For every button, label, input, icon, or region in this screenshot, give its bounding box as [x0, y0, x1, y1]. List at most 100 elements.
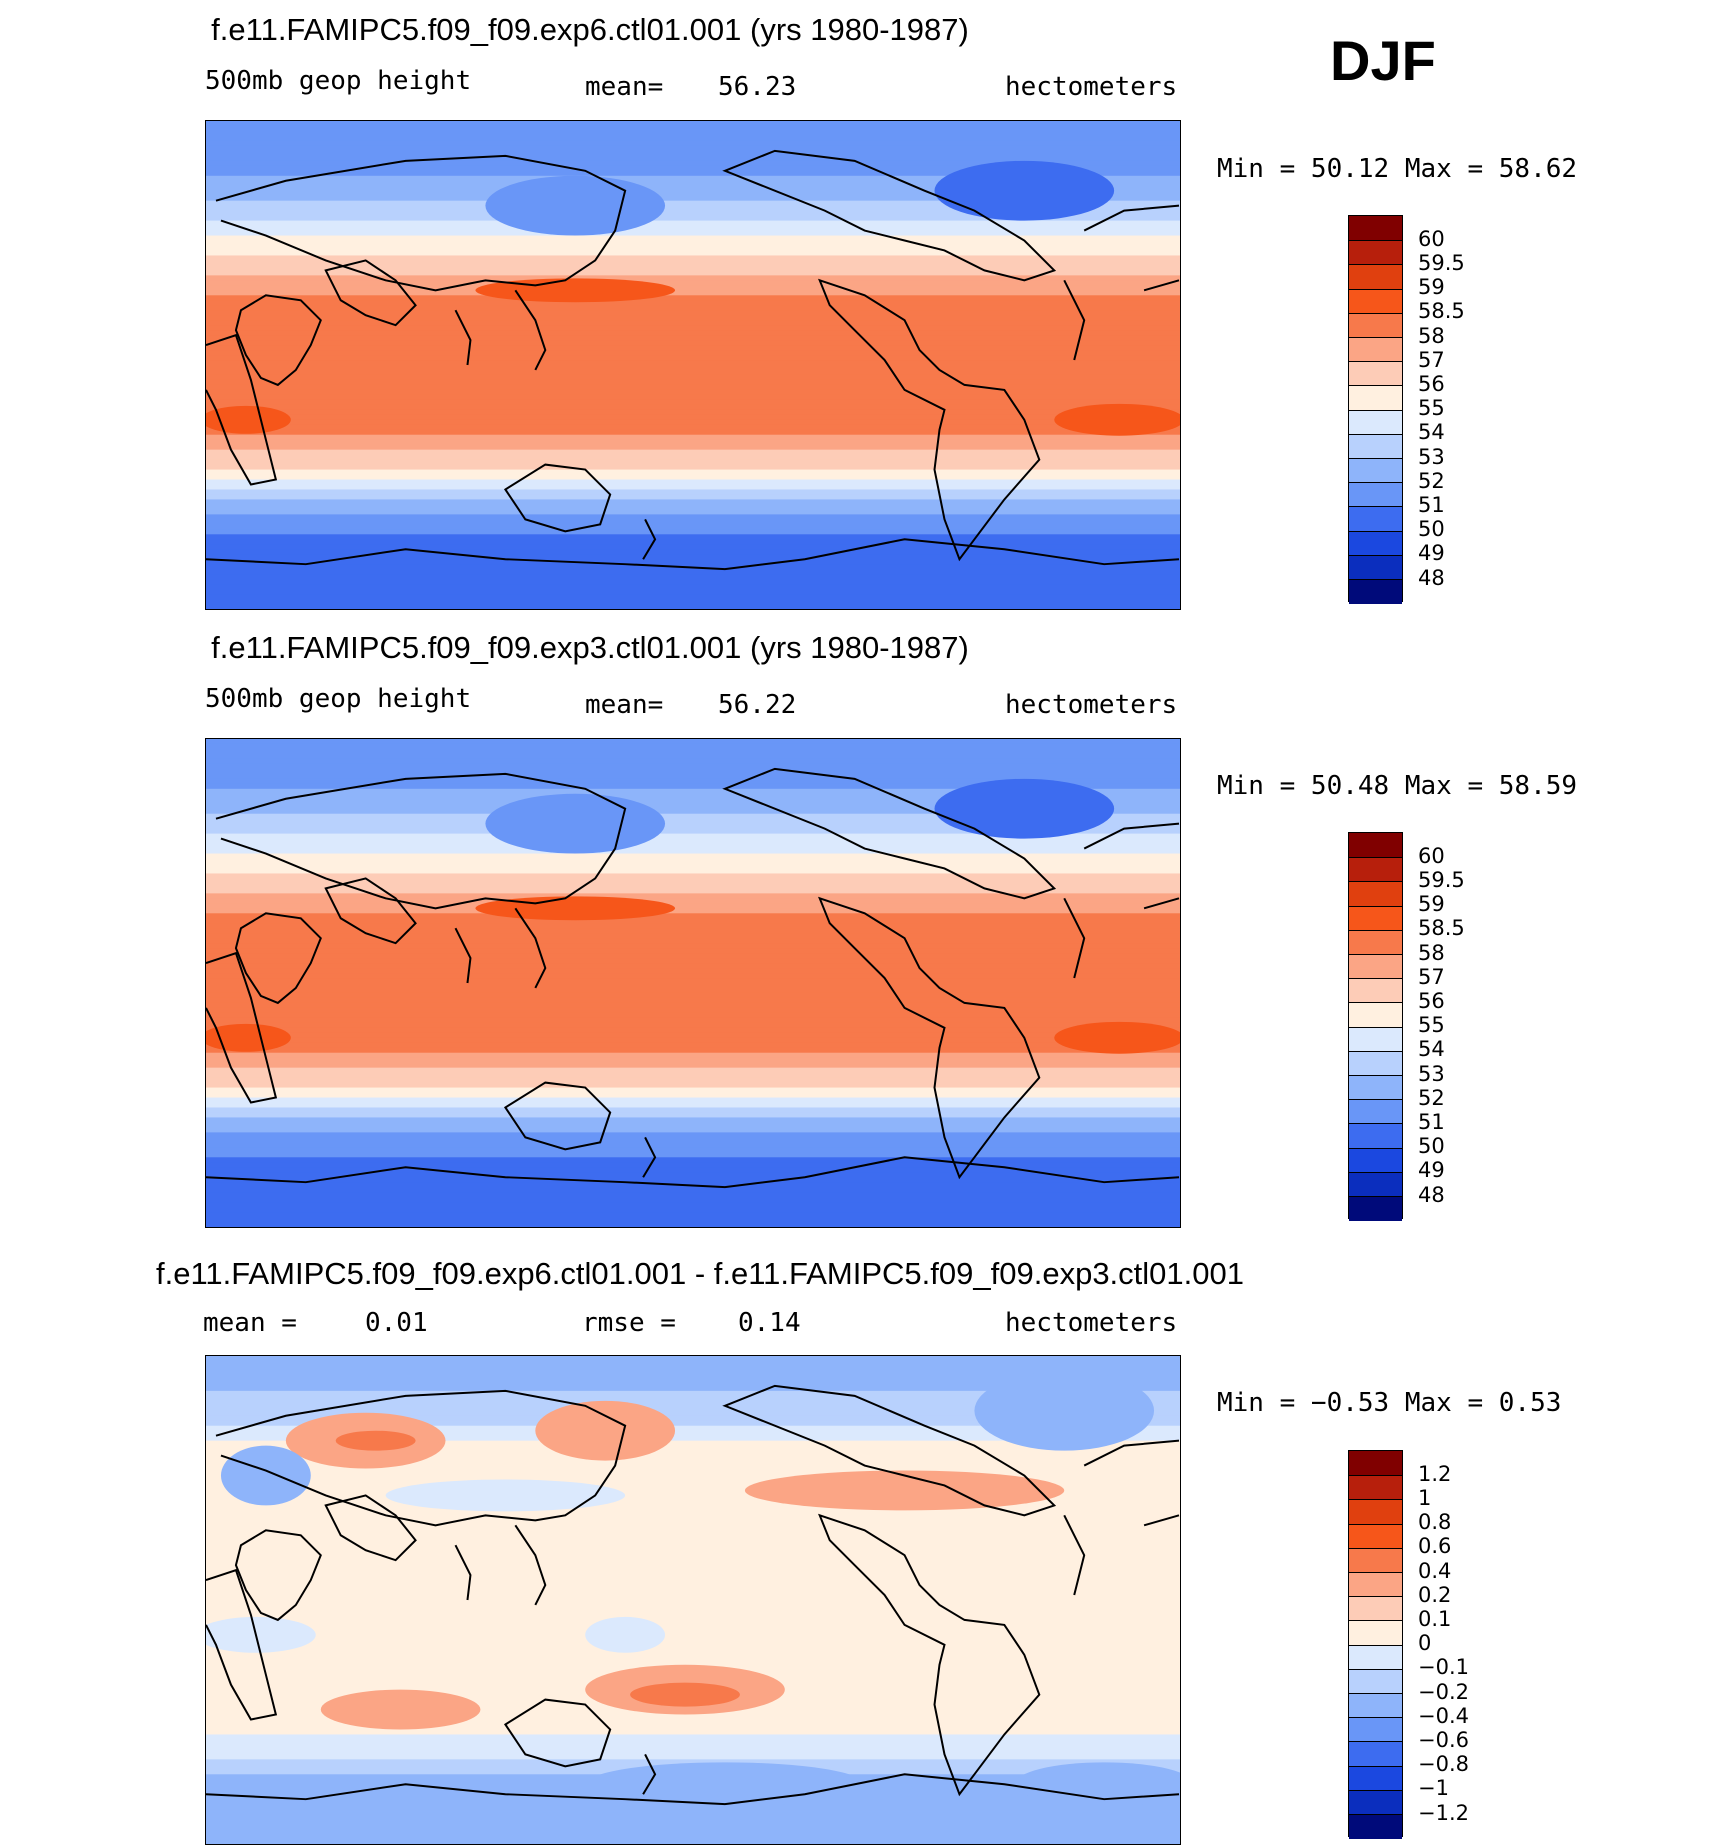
contour-band	[206, 1739, 1180, 1746]
contour-band	[206, 888, 1180, 894]
colorbar-tick-label: 56	[1418, 371, 1445, 396]
contour-band	[206, 1062, 1180, 1069]
colorbar-segment	[1349, 1499, 1402, 1525]
contour-band	[206, 469, 1180, 476]
contour-band	[206, 903, 1180, 909]
contour-band	[206, 225, 1180, 232]
contour-band	[206, 1385, 1180, 1392]
contour-band	[206, 1634, 1180, 1641]
colorbar-tick-label: 59	[1418, 275, 1445, 300]
colorbar-tick-label: 53	[1418, 444, 1445, 469]
contour-band	[206, 1829, 1180, 1835]
contour-band	[206, 1172, 1180, 1178]
contour-band	[206, 340, 1180, 346]
contour-band	[206, 165, 1180, 172]
panel3-rmse-value: 0.14	[738, 1308, 801, 1338]
contour-band	[206, 1535, 1180, 1541]
panel3-units: hectometers	[1005, 1308, 1178, 1338]
contour-band	[206, 813, 1180, 820]
coastline	[234, 294, 322, 387]
contour-band	[206, 978, 1180, 984]
colorbar-segment	[1349, 954, 1402, 980]
contour-band	[206, 429, 1180, 436]
contour-band	[206, 300, 1180, 306]
colorbar-segment	[1349, 881, 1402, 907]
contour-band	[206, 1614, 1180, 1621]
contour-anomaly	[744, 1470, 1065, 1511]
colorbar-segment	[1349, 482, 1402, 508]
coastline	[818, 1513, 1041, 1797]
colorbar-segment	[1349, 385, 1402, 411]
contour-band	[206, 828, 1180, 835]
contour-band	[206, 818, 1180, 825]
contour-band	[206, 1834, 1180, 1840]
contour-band	[206, 1490, 1180, 1497]
colorbar-segment	[1349, 579, 1402, 605]
colorbar-segment	[1349, 1717, 1402, 1743]
contour-band	[206, 1809, 1180, 1815]
contour-band	[206, 1550, 1180, 1556]
contour-band	[206, 1207, 1180, 1213]
contour-band	[206, 205, 1180, 212]
contour-band	[206, 1107, 1180, 1114]
contour-band	[206, 504, 1180, 511]
contour-band	[206, 494, 1180, 501]
contour-band	[206, 1624, 1180, 1631]
colorbar-segment	[1349, 288, 1402, 314]
colorbar-segment	[1349, 1620, 1402, 1646]
contour-band	[206, 1465, 1180, 1472]
panel2-mean-label: mean=	[585, 690, 664, 720]
contour-band	[206, 1057, 1180, 1064]
contour-band	[206, 121, 1180, 127]
contour-band	[206, 958, 1180, 964]
contour-anomaly	[220, 1445, 311, 1506]
colorbar-segment	[1349, 905, 1402, 931]
contour-band	[206, 1152, 1180, 1158]
panel2-units: hectometers	[1005, 690, 1178, 720]
contour-band	[206, 913, 1180, 919]
colorbar-tick-label: 0	[1418, 1631, 1432, 1656]
colorbar-tick-label: 54	[1418, 1037, 1445, 1062]
contour-band	[206, 843, 1180, 850]
contour-band	[206, 1525, 1180, 1531]
contour-band	[206, 365, 1180, 371]
coastline	[324, 1494, 417, 1562]
panel3-mean-value: 0.01	[365, 1308, 428, 1338]
contour-band	[206, 484, 1180, 491]
coastline	[503, 1698, 612, 1768]
contour-band	[206, 464, 1180, 471]
colorbar-segment	[1349, 1765, 1402, 1791]
contour-band	[206, 1590, 1180, 1596]
contour-band	[206, 773, 1180, 780]
contour-anomaly	[934, 160, 1115, 221]
contour-band	[206, 384, 1180, 391]
contour-band	[206, 1435, 1180, 1442]
coastline	[454, 1544, 472, 1601]
colorbar-tick-label: −0.6	[1418, 1727, 1469, 1752]
panel2-variable: 500mb geop height	[205, 684, 472, 714]
contour-band	[206, 1420, 1180, 1427]
contour-band	[206, 858, 1180, 865]
contour-band	[206, 404, 1180, 411]
contour-band	[206, 943, 1180, 949]
colorbar-segment	[1349, 1002, 1402, 1028]
contour-band	[206, 908, 1180, 914]
contour-band	[206, 379, 1180, 386]
contour-band	[206, 185, 1180, 192]
contour-band	[206, 1405, 1180, 1412]
contour-band	[206, 1545, 1180, 1551]
contour-band	[206, 1485, 1180, 1492]
colorbar-tick-label: 53	[1418, 1061, 1445, 1086]
colorbar-segment	[1349, 361, 1402, 387]
contour-band	[206, 1595, 1180, 1601]
contour-band	[206, 1644, 1180, 1651]
colorbar-tick-label: 56	[1418, 988, 1445, 1013]
contour-band	[206, 190, 1180, 197]
colorbar-segment	[1349, 1596, 1402, 1622]
colorbar-segment	[1349, 1572, 1402, 1598]
contour-band	[206, 918, 1180, 924]
contour-band	[206, 230, 1180, 237]
contour-band	[206, 997, 1180, 1004]
coastline	[324, 259, 417, 327]
contour-band	[206, 1580, 1180, 1586]
